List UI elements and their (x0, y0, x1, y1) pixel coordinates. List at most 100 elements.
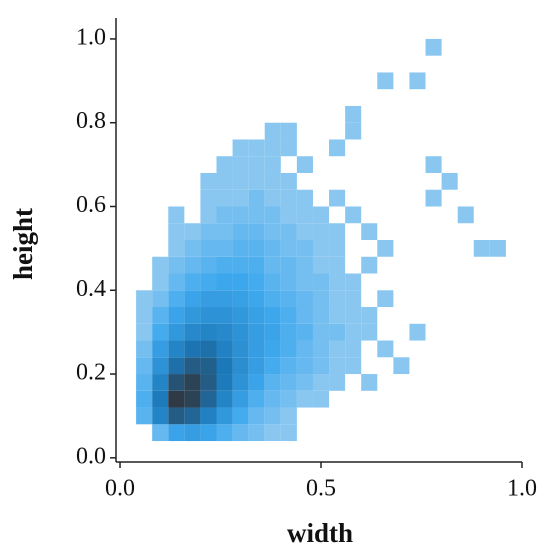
bin (200, 123, 216, 140)
bin (490, 72, 506, 89)
bin (458, 89, 474, 106)
bin (474, 357, 490, 374)
bin (232, 223, 249, 240)
bin (249, 106, 265, 123)
bin (345, 290, 362, 308)
bin (216, 290, 233, 308)
bin (248, 172, 265, 190)
bin (458, 240, 474, 257)
bin (280, 307, 297, 324)
bin (506, 324, 522, 341)
bin (200, 307, 217, 324)
bin (280, 407, 297, 425)
bin (361, 323, 378, 341)
bin (426, 106, 442, 123)
bin (216, 273, 233, 291)
bin (506, 307, 522, 324)
bin (345, 223, 361, 240)
bin (345, 323, 362, 341)
bin (232, 172, 249, 190)
bin (361, 256, 378, 274)
bin (361, 106, 377, 123)
bin (232, 240, 249, 257)
bin (152, 290, 169, 308)
bin (474, 274, 490, 291)
bin (409, 173, 425, 190)
bin (458, 391, 474, 408)
bin (216, 123, 232, 140)
bin (120, 307, 136, 324)
bin (200, 340, 217, 358)
bin (393, 307, 409, 324)
bin (152, 106, 168, 123)
bin (264, 374, 281, 391)
bin (249, 39, 265, 56)
bin (409, 274, 425, 291)
bin (296, 156, 313, 173)
bin (280, 256, 297, 274)
bin (458, 123, 474, 140)
bin (152, 441, 168, 458)
bin (377, 357, 393, 374)
bin (152, 374, 169, 391)
bin (441, 172, 458, 190)
bin (474, 123, 490, 140)
bin (474, 56, 490, 73)
bin (168, 173, 184, 190)
x-tick-label: 1.0 (507, 476, 537, 502)
bin (425, 156, 442, 173)
bin (216, 156, 233, 173)
bin (409, 290, 425, 307)
bin (168, 39, 184, 56)
bin (184, 240, 201, 257)
bin (345, 273, 362, 291)
bin (200, 56, 216, 73)
bin (506, 374, 522, 391)
bin (168, 340, 185, 358)
bin (313, 106, 329, 123)
bin (490, 106, 506, 123)
bin (248, 139, 265, 157)
bin (152, 156, 168, 173)
bin (329, 223, 346, 240)
bin (393, 106, 409, 123)
bin (120, 72, 136, 89)
bin (506, 206, 522, 223)
bin (200, 407, 217, 425)
bin (409, 441, 425, 458)
bin (361, 156, 377, 173)
bin (248, 307, 265, 324)
bin (442, 106, 458, 123)
bin (490, 89, 506, 106)
bin (136, 274, 152, 291)
bin (474, 408, 490, 425)
bin (216, 240, 233, 257)
bin (345, 72, 361, 89)
bin (184, 374, 201, 391)
bin (216, 390, 233, 408)
y-axis-title: height (8, 208, 38, 280)
bin (120, 240, 136, 257)
bin (120, 56, 136, 73)
bin (345, 56, 361, 73)
bin (458, 274, 474, 291)
bin (458, 139, 474, 156)
bin (490, 139, 506, 156)
bin (361, 173, 377, 190)
bin (200, 223, 217, 240)
bin (345, 240, 361, 257)
bin (313, 190, 329, 207)
bin (136, 72, 152, 89)
bin (442, 123, 458, 140)
bin (393, 391, 409, 408)
bin (280, 223, 297, 240)
bin (168, 424, 185, 442)
bin (409, 106, 425, 123)
bin (184, 223, 201, 240)
bin (474, 89, 490, 106)
bin (474, 424, 490, 441)
bin (120, 106, 136, 123)
bin (297, 408, 313, 425)
bin (329, 323, 346, 341)
bin (232, 424, 249, 442)
